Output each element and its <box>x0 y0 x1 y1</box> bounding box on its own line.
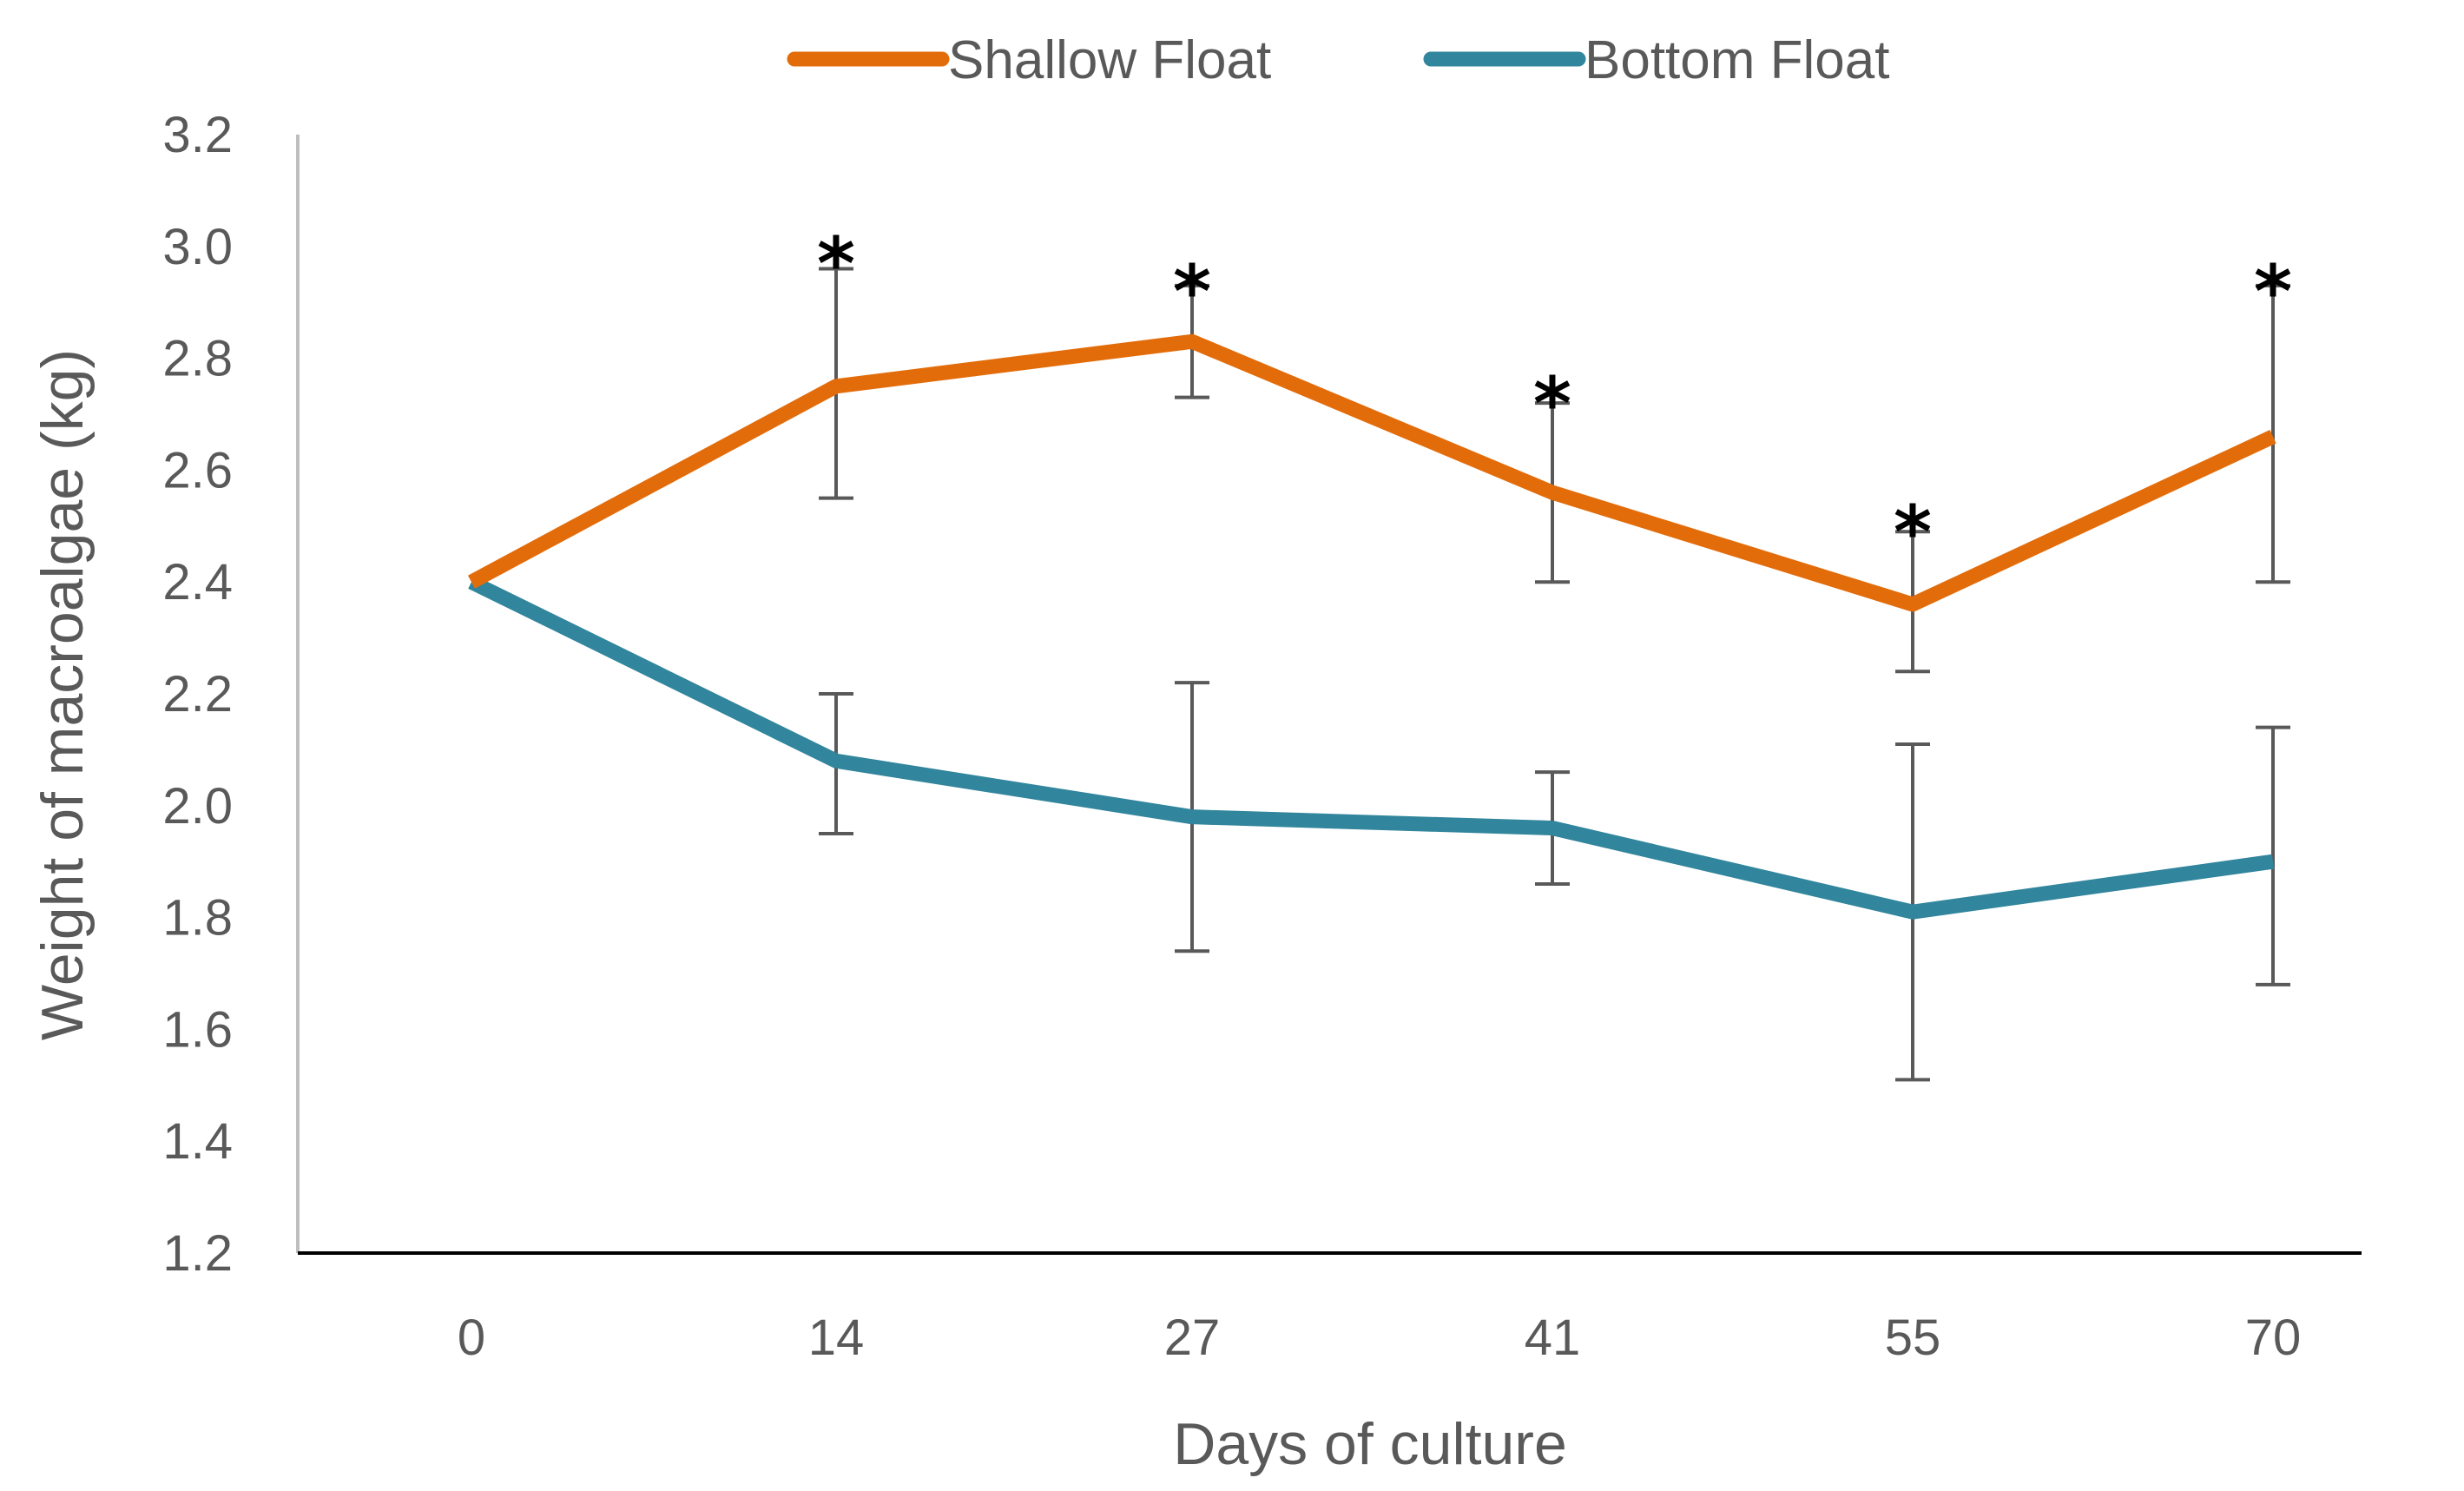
x-tick-label: 55 <box>1885 1310 1941 1366</box>
series-lines <box>467 333 2276 920</box>
significance-star: * <box>1173 249 1211 334</box>
y-tick-label: 1.2 <box>162 1225 233 1282</box>
significance-star: * <box>817 221 855 307</box>
legend-label-shallow-float: Shallow Float <box>948 30 1271 90</box>
y-tick-label: 2.6 <box>162 442 233 498</box>
x-tick-label: 0 <box>458 1310 485 1366</box>
y-axis-title: Weight of macroalgae (kg) <box>30 349 96 1040</box>
y-tick-label: 2.8 <box>162 331 233 387</box>
significance-star: * <box>1533 361 1571 446</box>
series-line-shallow-float <box>467 333 2276 612</box>
y-tick-label: 1.8 <box>162 890 233 947</box>
significance-star: * <box>2254 249 2292 334</box>
axes <box>296 135 2362 1255</box>
significance-annotations: * * * * * <box>817 221 2292 575</box>
error-bar <box>2256 283 2290 584</box>
y-tick-label: 3.0 <box>162 219 233 275</box>
error-bar <box>2256 725 2290 986</box>
y-tick-label: 2.0 <box>162 778 233 835</box>
y-tick-label: 1.4 <box>162 1113 233 1170</box>
y-tick-label: 1.6 <box>162 1001 233 1058</box>
x-tick-label: 70 <box>2245 1310 2302 1366</box>
y-tick-labels: 1.2 1.4 1.6 1.8 2.0 2.2 2.4 2.6 2.8 3.0 3.2 <box>162 107 233 1282</box>
legend: Shallow Float Bottom Float <box>787 30 1889 90</box>
x-tick-label: 41 <box>1525 1310 1581 1366</box>
x-tick-labels: 0 14 27 41 55 70 <box>458 1310 2301 1366</box>
series-line-bottom-float <box>468 575 2275 920</box>
x-axis-title: Days of culture <box>1173 1411 1567 1477</box>
significance-star: * <box>1894 490 1932 575</box>
y-tick-label: 3.2 <box>162 107 233 163</box>
y-tick-label: 2.4 <box>162 554 233 610</box>
x-tick-label: 14 <box>808 1310 865 1366</box>
legend-label-bottom-float: Bottom Float <box>1584 30 1889 90</box>
y-tick-label: 2.2 <box>162 666 233 722</box>
x-tick-label: 27 <box>1164 1310 1221 1366</box>
